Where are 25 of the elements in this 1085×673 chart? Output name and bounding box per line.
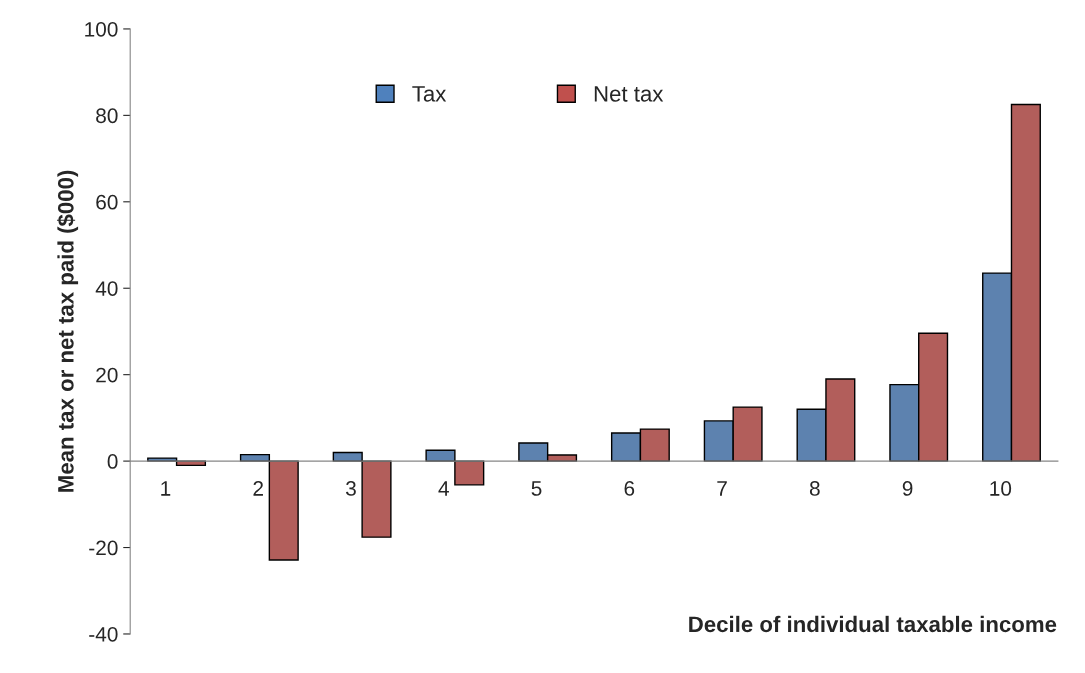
x-tick-label: 6 [624,481,635,496]
x-tick-label: 9 [902,481,913,496]
x-tick-label: 10 [990,481,1012,496]
y-tick-label: 100 [85,21,118,37]
x-tick-label: 1 [161,481,171,496]
bar [268,460,299,561]
y-tick-label: -20 [89,540,118,556]
bar [454,460,485,486]
y-axis-title: Mean tax or net tax paid ($000) [56,170,79,492]
x-tick-label: 7 [717,481,727,496]
legend-label: Tax [412,86,447,102]
x-axis-title: Decile of individual taxable income [689,615,1057,633]
y-tick-label: 40 [95,281,118,296]
y-tick-label: -40 [89,626,118,642]
x-tick-label: 3 [345,481,356,496]
y-tick-label: 80 [96,108,118,124]
x-tick-label: 5 [531,481,542,496]
bar [361,460,392,538]
y-tick-label: 60 [96,194,118,210]
x-tick-label: 4 [438,481,449,496]
x-tick-label: 2 [253,481,263,496]
legend-label: Net tax [594,86,664,102]
x-tick-label: 8 [809,481,820,496]
y-tick-label: 0 [107,454,118,469]
y-tick-label: 20 [96,367,118,383]
